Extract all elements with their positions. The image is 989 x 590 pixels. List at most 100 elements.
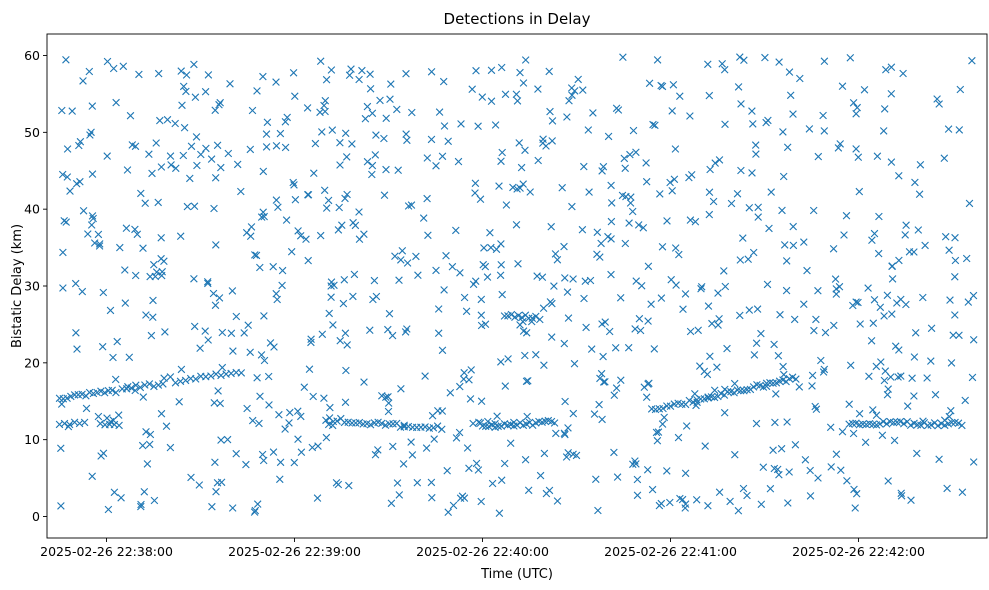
data-point — [763, 280, 772, 289]
data-point — [663, 217, 671, 225]
data-point — [253, 87, 261, 95]
data-point — [259, 456, 268, 465]
data-point — [432, 266, 440, 275]
data-point — [209, 289, 218, 298]
data-point — [657, 294, 666, 302]
data-point — [905, 248, 914, 256]
data-point — [366, 85, 375, 93]
data-point — [516, 68, 524, 77]
y-tick-label: 40 — [24, 202, 40, 217]
data-point — [281, 118, 290, 126]
data-point — [642, 393, 651, 401]
data-point — [801, 456, 810, 464]
data-point — [601, 378, 609, 386]
data-point — [643, 466, 652, 474]
data-point — [63, 173, 72, 181]
data-point — [460, 368, 468, 377]
data-point — [449, 501, 458, 510]
data-point — [322, 433, 331, 442]
data-point — [534, 85, 542, 93]
data-point — [819, 368, 828, 376]
data-point — [601, 318, 609, 326]
data-point — [262, 143, 271, 151]
data-point — [809, 206, 818, 215]
data-point — [663, 467, 671, 475]
data-point — [870, 296, 879, 304]
data-point — [492, 245, 501, 254]
data-point — [686, 112, 694, 120]
data-point — [248, 416, 257, 425]
data-point — [135, 70, 143, 79]
data-point — [276, 475, 284, 484]
data-point — [625, 219, 633, 227]
data-point — [454, 157, 463, 166]
data-point — [87, 128, 95, 137]
data-point — [448, 262, 457, 271]
data-point — [376, 96, 384, 105]
data-point — [201, 327, 209, 335]
data-point — [754, 203, 762, 212]
data-point — [947, 406, 955, 415]
data-point — [297, 448, 306, 456]
data-point — [633, 475, 642, 484]
data-point — [498, 148, 506, 157]
data-point — [779, 362, 787, 371]
data-point — [946, 296, 954, 304]
data-point — [879, 417, 888, 426]
data-point — [187, 473, 195, 482]
data-point — [380, 134, 388, 143]
data-point — [657, 81, 665, 90]
data-point — [371, 151, 380, 159]
data-point — [563, 113, 571, 121]
data-point — [897, 372, 905, 380]
data-point — [570, 359, 579, 368]
data-point — [962, 254, 971, 263]
data-point — [171, 379, 180, 387]
data-point — [136, 383, 145, 392]
data-point — [328, 126, 337, 134]
data-point — [933, 95, 941, 103]
data-point — [519, 79, 528, 87]
data-point — [860, 86, 869, 94]
data-point — [58, 106, 66, 115]
data-point — [751, 141, 760, 149]
data-point — [141, 381, 149, 389]
data-point — [477, 295, 486, 304]
data-point — [681, 504, 689, 512]
data-point — [873, 152, 882, 160]
data-point — [852, 110, 860, 118]
data-point — [133, 230, 142, 239]
data-point — [546, 107, 554, 116]
data-point — [103, 414, 111, 422]
data-point — [124, 382, 132, 391]
data-point — [855, 187, 864, 196]
data-point — [157, 409, 166, 418]
data-point — [560, 429, 569, 438]
data-point — [935, 100, 943, 108]
data-point — [550, 419, 559, 427]
data-point — [285, 419, 293, 427]
data-point — [311, 139, 320, 148]
data-point — [422, 444, 431, 452]
data-point — [123, 166, 132, 174]
data-point — [372, 292, 381, 301]
data-point — [223, 435, 232, 444]
data-point — [943, 484, 951, 493]
data-point — [481, 422, 490, 431]
data-point — [224, 149, 233, 158]
data-point — [727, 199, 736, 208]
data-point — [597, 239, 605, 248]
data-point — [861, 438, 870, 447]
data-point — [637, 282, 646, 290]
data-point — [827, 463, 835, 471]
data-point — [347, 65, 355, 73]
data-point — [890, 436, 899, 445]
data-point — [914, 226, 923, 234]
y-tick-label: 30 — [24, 279, 40, 294]
data-point — [495, 509, 504, 517]
data-point — [281, 425, 289, 433]
data-point — [145, 380, 154, 388]
data-point — [382, 393, 390, 401]
data-point — [126, 111, 135, 120]
data-point — [611, 344, 620, 352]
